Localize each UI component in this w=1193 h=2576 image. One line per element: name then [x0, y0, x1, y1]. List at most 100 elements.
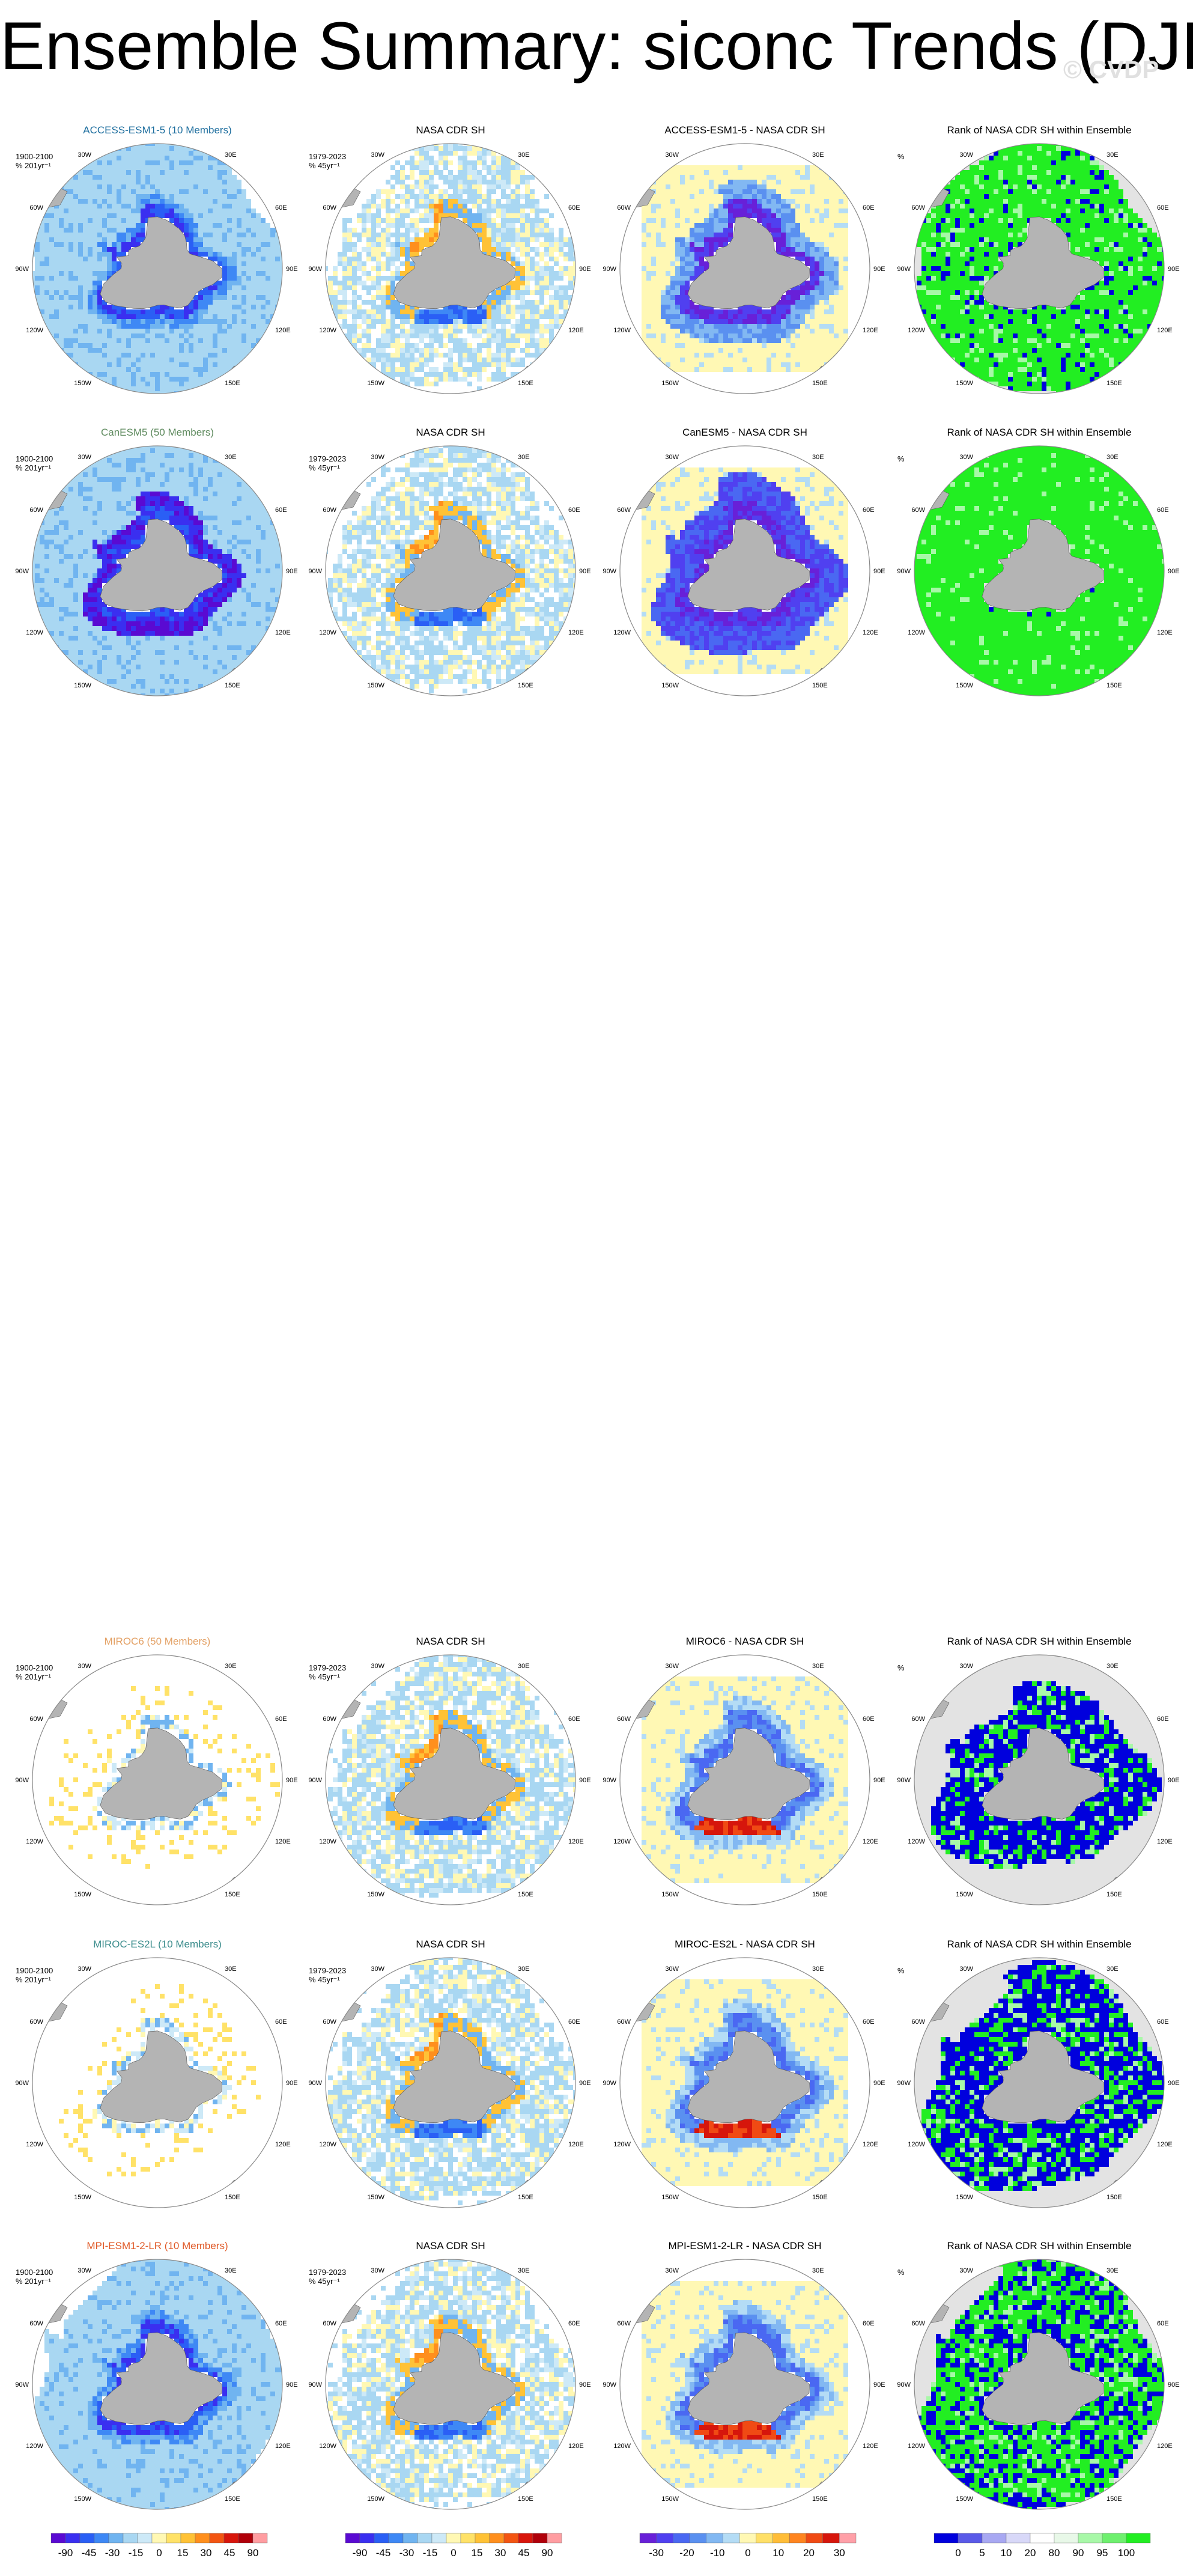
longitude-label: 30W: [371, 2267, 384, 2274]
longitude-label: 60E: [1157, 204, 1169, 212]
longitude-label: 60W: [617, 204, 631, 212]
panel-title: NASA CDR SH: [306, 427, 595, 439]
longitude-label: 90E: [1168, 2080, 1180, 2087]
longitude-label: 120E: [863, 2443, 878, 2450]
colorbar-swatch: [238, 2533, 253, 2543]
longitude-label: 30W: [77, 1965, 91, 1973]
longitude-label: 60E: [568, 507, 580, 514]
longitude-label: 0: [743, 442, 747, 443]
longitude-label: 90W: [308, 2381, 322, 2389]
longitude-label: 0: [156, 2255, 159, 2256]
longitude-label: 60W: [29, 1716, 43, 1723]
panel-period-label: 1979-2023 % 45yr⁻¹: [309, 1663, 346, 1681]
longitude-label: 30E: [518, 2267, 530, 2274]
colorbar-swatch: [706, 2533, 723, 2543]
longitude-label: 120W: [613, 2443, 631, 2450]
longitude-label: 60E: [863, 1716, 875, 1723]
longitude-label: 30W: [665, 1965, 679, 1973]
longitude-label: 0: [743, 1953, 747, 1955]
longitude-label: 60W: [29, 507, 43, 514]
panel-period-label: 1900-2100 % 201yr⁻¹: [16, 152, 53, 170]
colorbar-swatch: [181, 2533, 195, 2543]
panel-title: MIROC6 - NASA CDR SH: [601, 1636, 889, 1648]
polar-stereographic-map: 018030W30E60W60E90W90E120W120E150W150E: [895, 2255, 1183, 2514]
longitude-label: 90E: [579, 568, 591, 575]
colorbar-swatch: [789, 2533, 806, 2543]
longitude-label: 120E: [275, 1838, 291, 1845]
longitude-label: 30E: [1106, 454, 1119, 461]
longitude-label: 90W: [308, 266, 322, 273]
model-map-panel: MIROC6 (50 Members)018030W30E60W60E90W90…: [13, 1636, 302, 1894]
longitude-label: 150W: [74, 2495, 91, 2503]
longitude-label: 60E: [568, 2320, 580, 2327]
longitude-label: 60W: [29, 2320, 43, 2327]
watermark: © CVDP: [1063, 55, 1159, 84]
panel-title: Rank of NASA CDR SH within Ensemble: [895, 1636, 1183, 1648]
longitude-label: 120W: [613, 327, 631, 334]
longitude-label: 150W: [956, 2194, 973, 2201]
colorbar-swatch: [94, 2533, 109, 2543]
longitude-label: 150E: [812, 682, 828, 689]
longitude-label: 30E: [812, 151, 824, 159]
longitude-label: 0: [156, 1953, 159, 1955]
longitude-label: 60W: [911, 2018, 925, 2026]
longitude-label: 120W: [908, 2141, 925, 2148]
polar-stereographic-map: 018030W30E60W60E90W90E120W120E150W150E: [13, 442, 302, 700]
longitude-label: 150E: [225, 1891, 240, 1898]
obs-map-panel: NASA CDR SH018030W30E60W60E90W90E120W120…: [306, 1636, 595, 1894]
longitude-label: 30W: [665, 2267, 679, 2274]
page-title: Ensemble Summary: siconc Trends (DJF): [0, 7, 1193, 85]
colorbar-swatch: [123, 2533, 138, 2543]
colorbar-swatch: [490, 2533, 504, 2543]
longitude-label: 150E: [225, 380, 240, 387]
diff-map-panel: MPI-ESM1-2-LR - NASA CDR SH018030W30E60W…: [601, 2240, 889, 2498]
colorbar-swatch: [839, 2533, 856, 2543]
longitude-label: 60W: [911, 507, 925, 514]
longitude-label: 0: [1037, 2255, 1041, 2256]
colorbar-swatch: [345, 2533, 360, 2543]
longitude-label: 30E: [518, 1663, 530, 1670]
panel-period-label: 1900-2100 % 201yr⁻¹: [16, 454, 53, 472]
panel-period-label: %: [897, 1966, 905, 1975]
colorbar-swatch: [374, 2533, 389, 2543]
longitude-label: 90W: [897, 2381, 911, 2389]
longitude-label: 30E: [812, 1965, 824, 1973]
longitude-label: 90E: [873, 266, 885, 273]
longitude-label: 60E: [863, 2018, 875, 2026]
longitude-label: 150W: [661, 380, 679, 387]
rank-map-panel: Rank of NASA CDR SH within Ensemble01803…: [895, 2240, 1183, 2498]
colorbar-tick-label: -45: [82, 2547, 97, 2559]
longitude-label: 30W: [665, 454, 679, 461]
longitude-label: 120E: [568, 629, 584, 636]
colorbar-tick-label: 30: [834, 2547, 845, 2559]
longitude-label: 0: [156, 139, 159, 141]
longitude-label: 0: [449, 139, 452, 141]
colorbar-swatch: [253, 2533, 267, 2543]
longitude-label: 150W: [367, 1891, 384, 1898]
longitude-label: 90E: [579, 1777, 591, 1784]
longitude-label: 60E: [275, 507, 287, 514]
longitude-label: 60W: [617, 2018, 631, 2026]
longitude-label: 30E: [225, 151, 237, 159]
colorbar-swatch: [65, 2533, 80, 2543]
longitude-label: 120W: [613, 2141, 631, 2148]
diff-map-panel: ACCESS-ESM1-5 - NASA CDR SH018030W30E60W…: [601, 124, 889, 383]
longitude-label: 90W: [897, 1777, 911, 1784]
colorbar-swatch: [389, 2533, 403, 2543]
longitude-label: 60W: [617, 507, 631, 514]
longitude-label: 30E: [812, 1663, 824, 1670]
colorbar-tick-label: 0: [451, 2547, 456, 2559]
longitude-label: 90E: [873, 1777, 885, 1784]
longitude-label: 30E: [518, 151, 530, 159]
longitude-label: 60E: [1157, 1716, 1169, 1723]
longitude-label: 120W: [319, 2443, 336, 2450]
longitude-label: 150E: [225, 2495, 240, 2503]
longitude-label: 0: [1037, 1953, 1041, 1955]
longitude-label: 60E: [1157, 2320, 1169, 2327]
colorbar-swatch: [518, 2533, 533, 2543]
diff-map-panel: MIROC6 - NASA CDR SH018030W30E60W60E90W9…: [601, 1636, 889, 1894]
longitude-label: 120W: [319, 629, 336, 636]
panel-title: MPI-ESM1-2-LR (10 Members): [13, 2240, 302, 2252]
colorbar-tick-label: -30: [649, 2547, 664, 2559]
